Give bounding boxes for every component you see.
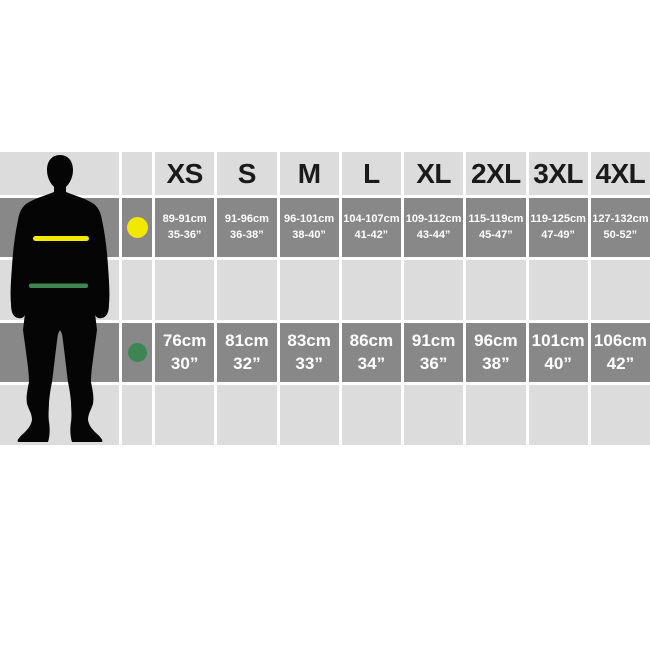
- green-dot-icon: [127, 343, 147, 362]
- spacer-cell: [590, 385, 650, 445]
- chest-indicator-cell: [122, 198, 152, 257]
- spacer-cell: [155, 260, 215, 320]
- size-header-3xl: 3XL: [528, 152, 588, 195]
- spacer-cell: [590, 260, 650, 320]
- chest-cell-l: 104-107cm 41-42”: [341, 198, 401, 257]
- size-header-l: L: [341, 152, 401, 195]
- chest-cell-3xl: 119-125cm 47-49”: [528, 198, 588, 257]
- spacer-cell: [217, 260, 277, 320]
- figure-band-cell: [0, 385, 119, 445]
- chest-cell-4xl: 127-132cm 50-52”: [590, 198, 650, 257]
- size-header-xl: XL: [404, 152, 464, 195]
- figure-band-cell: [0, 198, 119, 257]
- chest-cell-m: 96-101cm 38-40”: [279, 198, 339, 257]
- spacer-cell: [404, 260, 464, 320]
- spacer-cell: [217, 385, 277, 445]
- size-header-2xl: 2XL: [466, 152, 526, 195]
- indicator-column-cell: [122, 152, 152, 195]
- spacer-cell: [279, 385, 339, 445]
- indicator-column-cell: [122, 385, 152, 445]
- waist-cell-l: 86cm 34”: [341, 323, 401, 382]
- size-header-xs: XS: [155, 152, 215, 195]
- waist-cell-3xl: 101cm 40”: [528, 323, 588, 382]
- size-table: XS S M L XL 2XL 3XL 4XL 89-91cm 35-36” 91…: [0, 152, 650, 445]
- spacer-cell: [341, 260, 401, 320]
- waist-cell-s: 81cm 32”: [217, 323, 277, 382]
- chest-cell-xl: 109-112cm 43-44”: [404, 198, 464, 257]
- spacer-cell: [528, 260, 588, 320]
- yellow-dot-icon: [126, 217, 148, 238]
- waist-cell-4xl: 106cm 42”: [590, 323, 650, 382]
- spacer-cell: [466, 260, 526, 320]
- chest-cell-2xl: 115-119cm 45-47”: [466, 198, 526, 257]
- waist-cell-2xl: 96cm 38”: [466, 323, 526, 382]
- waist-cell-m: 83cm 33”: [279, 323, 339, 382]
- spacer-cell: [155, 385, 215, 445]
- size-header-s: S: [217, 152, 277, 195]
- indicator-column-cell: [122, 260, 152, 320]
- waist-indicator-cell: [122, 323, 152, 382]
- spacer-cell: [528, 385, 588, 445]
- spacer-cell: [404, 385, 464, 445]
- figure-band-cell: [0, 152, 119, 195]
- spacer-cell: [279, 260, 339, 320]
- chest-cell-xs: 89-91cm 35-36”: [155, 198, 215, 257]
- figure-band-cell: [0, 323, 119, 382]
- chest-cell-s: 91-96cm 36-38”: [217, 198, 277, 257]
- spacer-cell: [466, 385, 526, 445]
- waist-cell-xs: 76cm 30”: [155, 323, 215, 382]
- size-header-4xl: 4XL: [590, 152, 650, 195]
- size-header-m: M: [279, 152, 339, 195]
- figure-band-cell: [0, 260, 119, 320]
- spacer-cell: [341, 385, 401, 445]
- waist-cell-xl: 91cm 36”: [404, 323, 464, 382]
